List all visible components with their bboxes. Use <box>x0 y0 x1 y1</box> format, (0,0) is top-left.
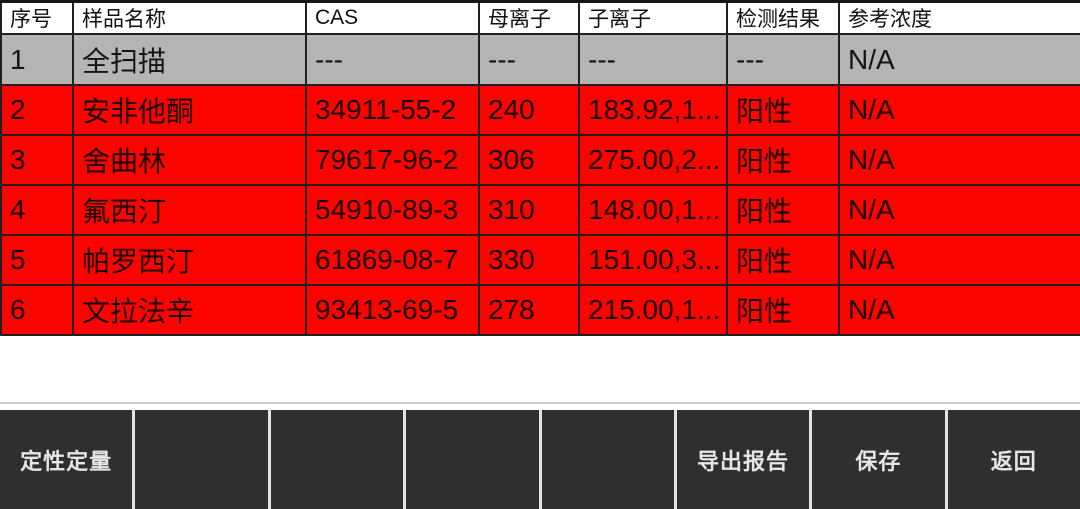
cell-cas: 54910-89-3 <box>305 184 480 236</box>
toolbar-slot-5 <box>541 410 674 509</box>
cell-daughter_ion: 215.00,1... <box>578 284 728 336</box>
toolbar-slot-4 <box>406 410 539 509</box>
cell-name: 文拉法辛 <box>72 284 307 336</box>
toolbar-slot-2 <box>135 410 268 509</box>
cell-result: --- <box>726 33 840 86</box>
column-header-no: 序号 <box>0 0 74 35</box>
cell-no: 4 <box>0 184 74 236</box>
cell-cas: 34911-55-2 <box>305 84 480 136</box>
table-row-2[interactable]: 2 安非他酮 34911-55-2 240 183.92,1... 阳性 N/A <box>0 84 1080 136</box>
column-header-name: 样品名称 <box>72 0 307 35</box>
cell-cas: 79617-96-2 <box>305 134 480 186</box>
save-button[interactable]: 保存 <box>812 410 945 509</box>
column-header-parent_ion: 母离子 <box>478 0 580 35</box>
table-row-1[interactable]: 1 全扫描 --- --- --- --- N/A <box>0 33 1080 86</box>
cell-cas: 61869-08-7 <box>305 234 480 286</box>
cell-result: 阳性 <box>726 184 840 236</box>
cell-ref_conc: N/A <box>838 184 1080 236</box>
cell-result: 阳性 <box>726 234 840 286</box>
cell-result: 阳性 <box>726 134 840 186</box>
cell-result: 阳性 <box>726 284 840 336</box>
cell-result: 阳性 <box>726 84 840 136</box>
cell-no: 5 <box>0 234 74 286</box>
cell-name: 氟西汀 <box>72 184 307 236</box>
column-header-result: 检测结果 <box>726 0 840 35</box>
cell-ref_conc: N/A <box>838 84 1080 136</box>
column-header-daughter_ion: 子离子 <box>578 0 728 35</box>
toolbar: 定性定量 导出报告 保存 返回 <box>0 410 1080 509</box>
cell-name: 安非他酮 <box>72 84 307 136</box>
cell-cas: 93413-69-5 <box>305 284 480 336</box>
cell-ref_conc: N/A <box>838 234 1080 286</box>
back-button[interactable]: 返回 <box>947 410 1080 509</box>
cell-no: 6 <box>0 284 74 336</box>
table-header-row: 序号 样品名称 CAS 母离子 子离子 检测结果 参考浓度 <box>0 0 1080 35</box>
table-row-3[interactable]: 3 舍曲林 79617-96-2 306 275.00,2... 阳性 N/A <box>0 134 1080 186</box>
cell-ref_conc: N/A <box>838 134 1080 186</box>
cell-no: 2 <box>0 84 74 136</box>
cell-parent_ion: 310 <box>478 184 580 236</box>
results-table: 序号 样品名称 CAS 母离子 子离子 检测结果 参考浓度 1 全扫描 --- --- --- ---… <box>0 0 1080 336</box>
table-row-5[interactable]: 5 帕罗西汀 61869-08-7 330 151.00,3... 阳性 N/A <box>0 234 1080 286</box>
cell-no: 3 <box>0 134 74 186</box>
empty-area <box>0 336 1080 404</box>
cell-daughter_ion: 183.92,1... <box>578 84 728 136</box>
cell-daughter_ion: 275.00,2... <box>578 134 728 186</box>
cell-daughter_ion: 148.00,1... <box>578 184 728 236</box>
cell-parent_ion: 278 <box>478 284 580 336</box>
cell-cas: --- <box>305 33 480 86</box>
toolbar-slot-3 <box>270 410 404 509</box>
cell-name: 帕罗西汀 <box>72 234 307 286</box>
cell-no: 1 <box>0 33 74 86</box>
cell-ref_conc: N/A <box>838 284 1080 336</box>
cell-parent_ion: 240 <box>478 84 580 136</box>
cell-name: 全扫描 <box>72 33 307 86</box>
column-header-cas: CAS <box>305 0 480 35</box>
table-row-6[interactable]: 6 文拉法辛 93413-69-5 278 215.00,1... 阳性 N/A <box>0 284 1080 336</box>
cell-parent_ion: --- <box>478 33 580 86</box>
export-report-button[interactable]: 导出报告 <box>676 410 810 509</box>
cell-daughter_ion: --- <box>578 33 728 86</box>
cell-name: 舍曲林 <box>72 134 307 186</box>
table-row-4[interactable]: 4 氟西汀 54910-89-3 310 148.00,1... 阳性 N/A <box>0 184 1080 236</box>
column-header-ref_conc: 参考浓度 <box>838 0 1080 35</box>
qualitative-quantitative-button[interactable]: 定性定量 <box>0 410 133 509</box>
cell-ref_conc: N/A <box>838 33 1080 86</box>
cell-daughter_ion: 151.00,3... <box>578 234 728 286</box>
cell-parent_ion: 330 <box>478 234 580 286</box>
cell-parent_ion: 306 <box>478 134 580 186</box>
